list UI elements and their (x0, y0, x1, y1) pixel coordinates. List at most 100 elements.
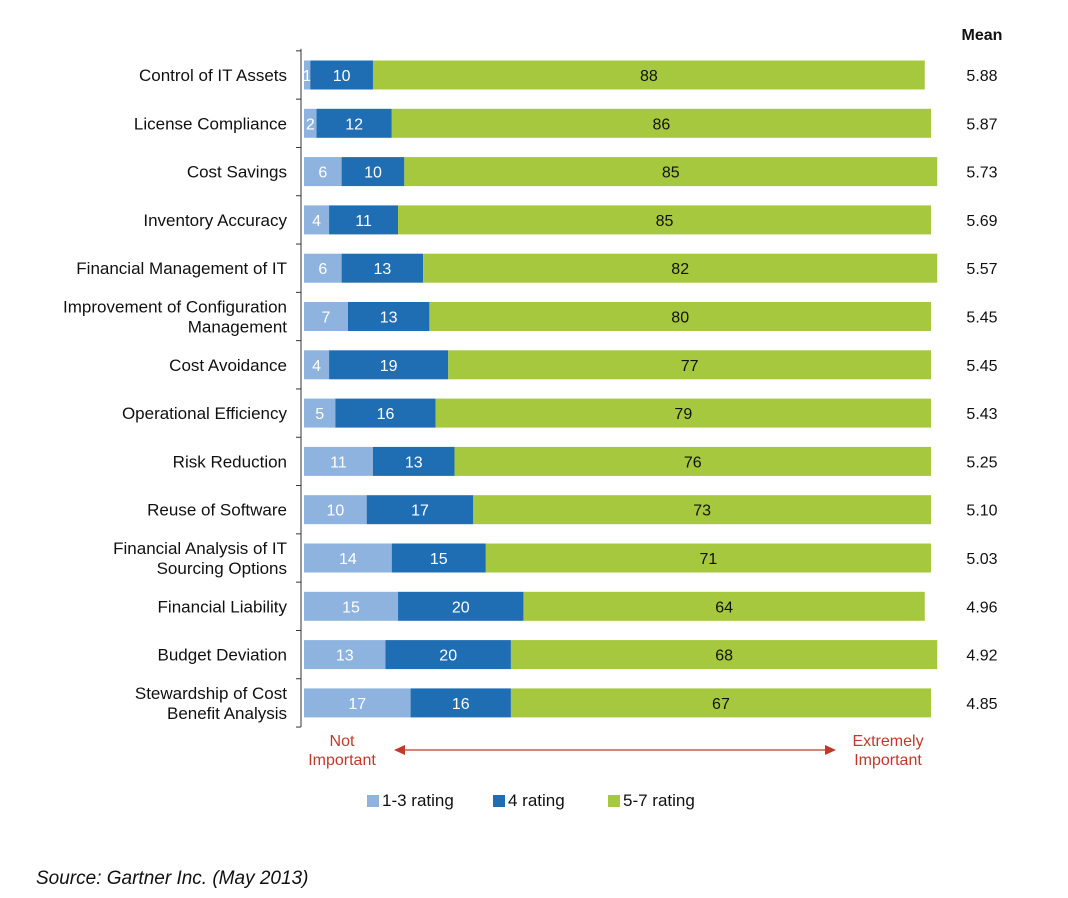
bar-4-rating (310, 60, 373, 90)
bar-value-label: 5 (315, 406, 324, 423)
category-label: Risk Reduction (173, 452, 287, 471)
bar-1-3-rating (304, 350, 330, 380)
mean-value: 5.25 (966, 454, 997, 471)
bar-value-label: 86 (652, 116, 670, 133)
bar-1-3-rating (304, 302, 348, 331)
scale-high-label: Extremely (852, 733, 923, 750)
bar-value-label: 19 (380, 358, 398, 375)
bar-value-label: 64 (715, 599, 733, 616)
bar-1-3-rating (304, 446, 373, 476)
legend-swatch-4-rating (493, 795, 505, 807)
scale-low-label: Not (330, 733, 355, 750)
scale-arrow-left-head (394, 745, 405, 755)
bar-value-label: 16 (452, 696, 470, 713)
bar-4-rating (410, 688, 511, 718)
category-label: Benefit Analysis (167, 704, 287, 723)
bar-value-label: 11 (330, 454, 347, 471)
bar-4-rating (385, 640, 511, 670)
bar-5-7-rating (485, 543, 931, 573)
mean-value: 4.96 (966, 599, 997, 616)
bar-5-7-rating (448, 350, 931, 380)
legend-label: 5-7 rating (623, 791, 695, 810)
legend-label: 1-3 rating (382, 791, 454, 810)
bar-value-label: 67 (712, 696, 730, 713)
mean-value: 5.88 (966, 68, 997, 85)
bar-value-label: 15 (430, 551, 448, 568)
category-label: Inventory Accuracy (143, 211, 287, 230)
bar-5-7-rating (404, 157, 938, 187)
bar-5-7-rating (435, 398, 931, 428)
bar-value-label: 85 (662, 165, 680, 182)
bar-4-rating (347, 302, 430, 331)
bar-value-label: 13 (380, 310, 398, 327)
bar-5-7-rating (429, 302, 931, 331)
category-label: Cost Savings (187, 163, 287, 182)
bar-value-label: 79 (674, 406, 692, 423)
bar-value-label: 4 (312, 213, 321, 230)
category-label: Budget Deviation (158, 646, 287, 665)
bar-5-7-rating (391, 108, 931, 138)
bar-1-3-rating (304, 108, 317, 138)
bar-4-rating (341, 157, 405, 187)
bar-value-label: 11 (355, 213, 372, 230)
category-label: Control of IT Assets (139, 66, 287, 85)
bar-5-7-rating (473, 495, 931, 525)
bar-5-7-rating (510, 640, 938, 670)
bar-1-3-rating (304, 688, 411, 718)
mean-value: 5.57 (966, 261, 997, 278)
scale-low-label: Important (308, 752, 376, 769)
bar-value-label: 73 (693, 503, 711, 520)
bar-4-rating (366, 495, 474, 525)
source-note: Source: Gartner Inc. (May 2013) (36, 868, 309, 889)
category-label: Management (188, 318, 288, 337)
bar-1-3-rating (304, 253, 342, 283)
mean-value: 5.10 (966, 503, 997, 520)
bar-value-label: 16 (377, 406, 395, 423)
bar-5-7-rating (372, 60, 925, 90)
bar-value-label: 13 (373, 261, 391, 278)
bar-4-rating (335, 398, 436, 428)
bar-value-label: 20 (439, 648, 457, 665)
mean-value: 5.45 (966, 310, 997, 327)
mean-value: 5.43 (966, 406, 997, 423)
legend-swatch-5-7-rating (608, 795, 620, 807)
mean-value: 5.87 (966, 116, 997, 133)
bar-value-label: 4 (312, 358, 321, 375)
bar-value-label: 17 (411, 503, 429, 520)
category-label: License Compliance (134, 114, 287, 133)
mean-value: 5.45 (966, 358, 997, 375)
category-label: Reuse of Software (147, 501, 287, 520)
bar-1-3-rating (304, 543, 392, 573)
bar-value-label: 15 (342, 599, 360, 616)
bar-1-3-rating (304, 495, 367, 525)
bar-4-rating (341, 253, 424, 283)
bar-4-rating (398, 591, 524, 621)
bar-5-7-rating (510, 688, 931, 718)
mean-value: 5.03 (966, 551, 997, 568)
bar-value-label: 68 (715, 648, 733, 665)
bar-value-label: 6 (318, 261, 327, 278)
scale-high-label: Important (854, 752, 922, 769)
bar-value-label: 20 (452, 599, 470, 616)
bar-value-label: 14 (339, 551, 357, 568)
bar-value-label: 76 (684, 454, 702, 471)
category-label: Improvement of Configuration (63, 298, 287, 317)
legend-swatch-1-3-rating (367, 795, 379, 807)
mean-value: 5.73 (966, 165, 997, 182)
bar-4-rating (391, 543, 486, 573)
category-label: Financial Management of IT (76, 259, 287, 278)
mean-value: 5.69 (966, 213, 997, 230)
category-label: Stewardship of Cost (135, 684, 287, 703)
bar-1-3-rating (304, 60, 311, 90)
bar-5-7-rating (454, 446, 931, 476)
bar-value-label: 82 (671, 261, 689, 278)
bar-4-rating (372, 446, 455, 476)
bar-value-label: 6 (318, 165, 327, 182)
category-label: Financial Analysis of IT (113, 539, 287, 558)
bar-5-7-rating (423, 253, 938, 283)
bar-1-3-rating (304, 640, 386, 670)
bar-1-3-rating (304, 205, 330, 235)
bar-value-label: 10 (364, 165, 382, 182)
bar-value-label: 10 (326, 503, 344, 520)
bar-value-label: 2 (306, 116, 315, 133)
